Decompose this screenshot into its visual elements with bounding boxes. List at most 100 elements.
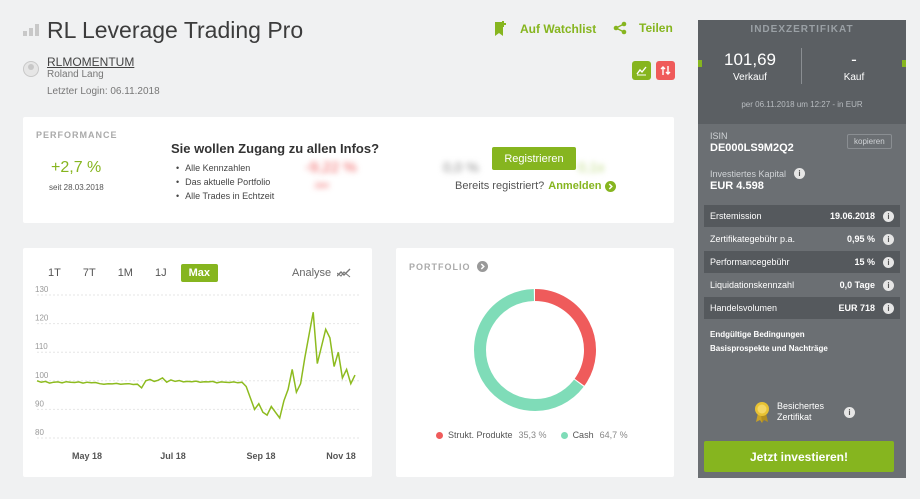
register-button[interactable]: Registrieren [492, 147, 576, 170]
legend-name: Strukt. Produkte [448, 430, 513, 440]
prospectus-link[interactable]: Basisprospekte und Nachträge [710, 344, 828, 353]
price-panel: INDEXZERTIFIKAT 101,69 Verkauf - Kauf pe… [698, 20, 906, 124]
y-tick-label: 100 [35, 371, 49, 380]
detail-value: 0,95 % [846, 234, 875, 244]
avatar [23, 61, 39, 77]
page-title: RL Leverage Trading Pro [47, 17, 304, 43]
author-name: Roland Lang [47, 69, 104, 80]
sell-value: 101,69 [724, 50, 776, 69]
detail-label: Performancegebühr [710, 257, 790, 267]
y-tick-label: 130 [35, 285, 49, 294]
detail-value: 0,0 Tage [839, 280, 875, 290]
invested-capital: Investiertes Kapital i [710, 168, 806, 179]
blurred-metric-3: 0,1x [578, 159, 605, 175]
x-tick-label: Jul 18 [160, 451, 186, 461]
access-title: Sie wollen Zugang zu allen Infos? [171, 141, 380, 156]
tab-max[interactable]: Max [180, 264, 218, 282]
legend-name: Cash [572, 430, 594, 440]
analyse-icon [337, 268, 351, 278]
share-icon [613, 21, 627, 35]
final-terms-link[interactable]: Endgültige Bedingungen [710, 330, 805, 339]
share-button[interactable]: Teilen [613, 21, 673, 35]
y-tick-label: 90 [35, 399, 44, 408]
blurred-metric-2: 0,0 % [443, 159, 479, 175]
y-tick-label: 110 [35, 342, 48, 351]
isin-value: DE000LS9M2Q2 [710, 142, 794, 154]
detail-row: Handelsvolumen EUR 718 i [704, 297, 900, 319]
info-icon[interactable]: i [794, 168, 806, 179]
timeframe-tabs: 1T 7T 1M 1J Max [40, 264, 224, 282]
detail-value: 19.06.2018 [829, 211, 875, 221]
info-icon[interactable]: i [844, 406, 856, 418]
blurred-metric-1-sub: Jahr [314, 181, 330, 190]
invest-now-button[interactable]: Jetzt investieren! [704, 441, 894, 472]
login-link[interactable]: Anmelden [548, 180, 602, 192]
already-label: Bereits registriert? [455, 180, 545, 192]
tab-1j[interactable]: 1J [154, 267, 167, 279]
blurred-metric-1: -9,22 % [305, 159, 357, 176]
detail-row: Zertifikategebühr p.a. 0,95 % i [704, 228, 900, 250]
isin-label: ISIN [710, 131, 728, 141]
green-marker [902, 60, 906, 67]
legend-pct: 35,3 % [518, 430, 547, 440]
portfolio-card: PORTFOLIO Strukt. Produkte 35,3 % Cash 64,… [396, 248, 674, 477]
info-icon[interactable]: i [883, 256, 894, 268]
details-table: Erstemission 19.06.2018 i Zertifikategebüh… [704, 205, 900, 320]
copy-isin-button[interactable]: kopieren [847, 134, 892, 149]
analyse-label: Analyse [292, 267, 332, 279]
info-icon[interactable]: i [883, 279, 894, 291]
detail-row: Erstemission 19.06.2018 i [704, 205, 900, 227]
x-tick-label: Nov 18 [326, 451, 356, 461]
performance-label: PERFORMANCE [36, 130, 118, 140]
performance-card: PERFORMANCE +2,7 % seit 28.03.2018 -9,22… [23, 117, 674, 223]
last-login: Letzter Login: 06.11.2018 [47, 86, 160, 97]
chevron-right-circle-icon[interactable] [476, 261, 488, 272]
trend-up-icon[interactable] [632, 61, 651, 80]
price-timestamp: per 06.11.2018 um 12:27 - in EUR [741, 100, 863, 109]
portfolio-header: PORTFOLIO [409, 261, 488, 272]
chart-card: 1T 7T 1M 1J Max Analyse 130 120 110 100 90 80… [23, 248, 372, 477]
access-item: Alle Kennzahlen [176, 161, 274, 175]
share-label: Teilen [639, 21, 673, 35]
detail-label: Liquidationskennzahl [710, 280, 795, 290]
invested-value: EUR 4.598 [710, 180, 764, 192]
tab-1t[interactable]: 1T [48, 267, 61, 279]
legend-item: Cash 64,7 % [560, 430, 628, 440]
donut-slice [474, 289, 584, 411]
secured-line-1: Besichertes [777, 401, 825, 411]
sidebar-heading: INDEXZERTIFIKAT [750, 24, 854, 35]
info-icon[interactable]: i [883, 233, 894, 245]
tab-7t[interactable]: 7T [82, 267, 96, 279]
sell-price: 101,69 Verkauf [698, 50, 802, 83]
chevron-right-circle-icon[interactable] [605, 180, 617, 192]
tab-1m[interactable]: 1M [117, 267, 133, 279]
legend-pct: 64,7 % [599, 430, 628, 440]
buy-value: - [851, 50, 857, 69]
y-tick-label: 80 [35, 428, 44, 437]
detail-value: EUR 718 [838, 303, 875, 313]
legend-dot [560, 432, 568, 440]
bookmark-plus-icon [495, 21, 506, 36]
x-tick-label: Sep 18 [246, 451, 275, 461]
access-list: Alle Kennzahlen Das aktuelle Portfolio A… [176, 161, 274, 203]
portfolio-donut-chart [474, 289, 596, 411]
performance-value: +2,7 % [51, 159, 102, 176]
legend-dot [436, 432, 443, 440]
detail-value: 15 % [854, 257, 875, 267]
detail-label: Erstemission [710, 211, 762, 221]
sell-label: Verkauf [733, 72, 767, 83]
bars-icon [23, 24, 41, 36]
portfolio-label: PORTFOLIO [409, 261, 471, 272]
watchlist-button[interactable]: Auf Watchlist [494, 21, 596, 37]
medal-icon [755, 402, 769, 423]
info-icon[interactable]: i [883, 210, 894, 222]
donut-slice [534, 289, 596, 386]
swap-arrows-icon[interactable] [656, 61, 675, 80]
buy-price: - Kauf [802, 50, 906, 83]
author-username-link[interactable]: RLMOMENTUM [47, 55, 135, 69]
info-icon[interactable]: i [883, 302, 894, 314]
green-marker [698, 60, 702, 67]
analyse-button[interactable]: Analyse [292, 267, 351, 279]
x-tick-label: May 18 [72, 451, 102, 461]
access-item: Das aktuelle Portfolio [176, 175, 274, 189]
